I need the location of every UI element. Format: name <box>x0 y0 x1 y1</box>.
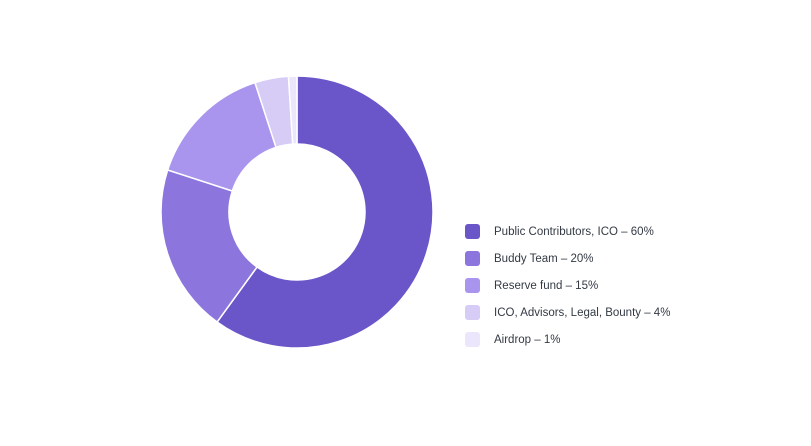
legend-swatch <box>465 224 480 239</box>
legend-item: Public Contributors, ICO – 60% <box>465 218 795 245</box>
legend-label: ICO, Advisors, Legal, Bounty – 4% <box>494 306 671 319</box>
donut-slice-4 <box>287 75 298 145</box>
donut-slice-0 <box>216 75 434 349</box>
legend-swatch <box>465 332 480 347</box>
legend-label: Public Contributors, ICO – 60% <box>494 225 654 238</box>
legend-label: Reserve fund – 15% <box>494 279 599 292</box>
legend-item: Airdrop – 1% <box>465 326 795 353</box>
legend-label: Airdrop – 1% <box>494 333 561 346</box>
legend-item: Buddy Team – 20% <box>465 245 795 272</box>
legend-label: Buddy Team – 20% <box>494 252 594 265</box>
legend-item: ICO, Advisors, Legal, Bounty – 4% <box>465 299 795 326</box>
donut-slices <box>160 75 434 349</box>
legend-swatch <box>465 251 480 266</box>
legend-swatch <box>465 305 480 320</box>
legend-item: Reserve fund – 15% <box>465 272 795 299</box>
chart-legend: Public Contributors, ICO – 60% Buddy Team… <box>465 218 795 353</box>
donut-slice-1 <box>160 169 259 324</box>
legend-swatch <box>465 278 480 293</box>
